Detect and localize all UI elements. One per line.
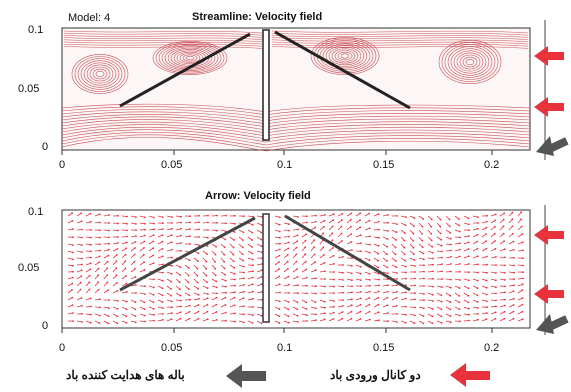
center-divider [262,29,270,141]
streamline-plot-area [61,27,531,151]
bottom-x-tick-1: 0 [59,342,66,354]
streamline-panel [61,27,531,155]
guide-vane-left-bottom [119,216,256,292]
top-x-tick-1: 0 [59,159,66,171]
vane-arrow-bottom [536,314,569,334]
top-x-tick-5: 0.2 [484,159,500,171]
guide-vane-right-bottom [284,214,411,292]
legend-inlet-symbol [450,363,490,387]
top-y-tick-3: 0 [42,141,49,153]
center-divider-bottom [262,213,270,323]
top-x-tick-3: 0.1 [277,159,293,171]
bottom-y-tick-3: 0 [42,320,49,332]
bottom-x-tick-3: 0.1 [277,342,293,354]
inlet-arrow-top-2 [534,97,564,117]
legend-vane-symbol [226,364,266,388]
top-y-tick-2: 0.05 [18,83,40,95]
vane-arrow-top [536,136,569,156]
guide-vane-left [119,32,251,108]
inlet-arrow-bottom-2 [534,284,564,304]
legend-guide-vanes-label: باله های هدایت کننده باد [66,368,185,382]
bottom-x-tick-2: 0.05 [161,342,183,354]
inlet-arrow-bottom-1 [534,225,564,245]
model-label: Model: 4 [68,12,111,24]
top-y-tick-1: 0.1 [28,24,44,36]
bottom-y-tick-2: 0.05 [18,262,40,274]
top-x-tick-4: 0.15 [373,159,395,171]
bottom-x-tick-4: 0.15 [373,342,395,354]
arrow-plot-area [61,209,531,329]
streamline-title: Streamline: Velocity field [192,11,323,23]
bottom-x-tick-5: 0.2 [484,342,500,354]
guide-vane-right [274,30,411,110]
legend-inlet-label: دو کانال ورودی باد [330,368,421,382]
bottom-y-tick-1: 0.1 [28,206,44,218]
arrow-title: Arrow: Velocity field [205,190,311,202]
top-x-tick-2: 0.05 [161,159,183,171]
inlet-arrow-top-1 [534,46,564,66]
arrow-panel [61,209,531,333]
